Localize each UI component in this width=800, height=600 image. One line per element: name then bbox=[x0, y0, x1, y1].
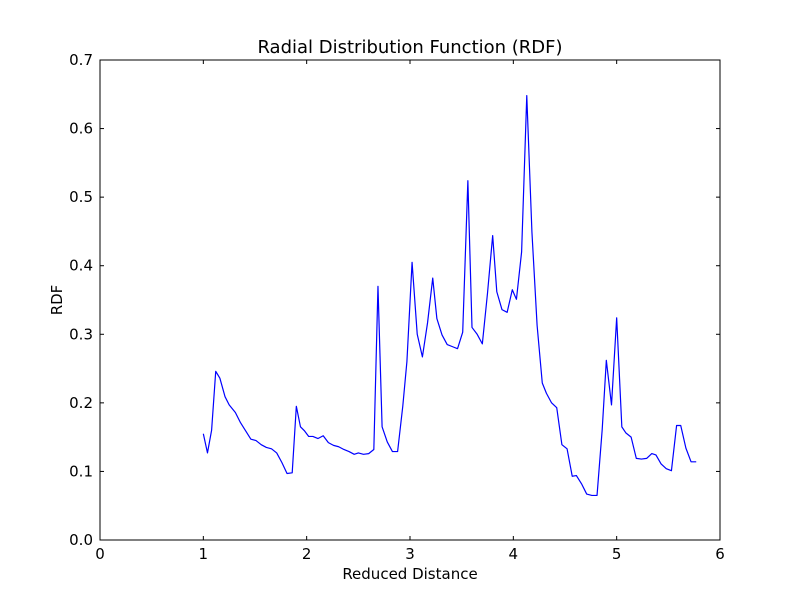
y-tick-label: 0.0 bbox=[69, 531, 93, 549]
x-tick-label: 3 bbox=[405, 545, 415, 563]
y-tick-label: 0.6 bbox=[69, 120, 93, 138]
chart-title: Radial Distribution Function (RDF) bbox=[257, 37, 562, 58]
x-tick-label: 6 bbox=[715, 545, 725, 563]
y-tick-label: 0.2 bbox=[69, 394, 93, 412]
x-tick-label: 4 bbox=[509, 545, 519, 563]
x-tick-label: 1 bbox=[199, 545, 209, 563]
x-tick-label: 0 bbox=[95, 545, 105, 563]
y-axis-label: RDF bbox=[48, 285, 66, 316]
y-tick-label: 0.4 bbox=[69, 257, 93, 275]
y-tick-label: 0.1 bbox=[69, 462, 93, 480]
x-axis-label: Reduced Distance bbox=[342, 565, 477, 583]
y-tick-label: 0.3 bbox=[69, 325, 93, 343]
x-tick-label: 2 bbox=[302, 545, 312, 563]
y-tick-label: 0.5 bbox=[69, 188, 93, 206]
series-line-0 bbox=[202, 95, 697, 497]
plot-area: 0 1 2 3 4 5 6 0.0 0.1 0.2 0.3 0.4 0.5 0.6 0.7 bbox=[69, 51, 725, 563]
x-tick-label: 5 bbox=[612, 545, 622, 563]
y-tick-label: 0.7 bbox=[69, 51, 93, 69]
